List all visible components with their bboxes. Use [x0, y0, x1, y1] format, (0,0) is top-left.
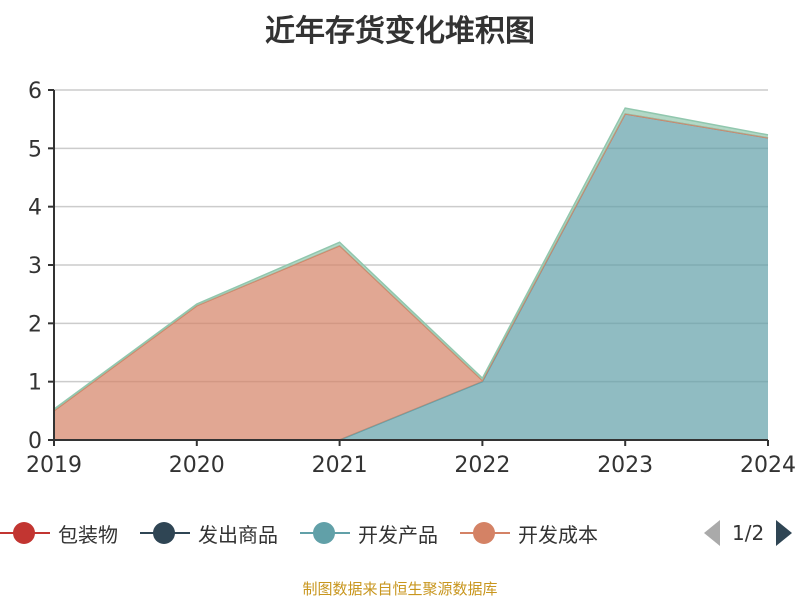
x-tick-label: 2022: [454, 453, 510, 478]
y-tick-label: 5: [28, 137, 42, 162]
legend-page-number: 1/2: [732, 521, 765, 545]
legend-pager: 1/2: [702, 518, 794, 548]
series-line-4: [53, 107, 769, 410]
legend-item[interactable]: 包装物: [0, 519, 118, 548]
legend-symbol-icon: [0, 521, 50, 545]
next-page-icon[interactable]: [774, 518, 794, 548]
chart-title: 近年存货变化堆积图: [265, 14, 535, 49]
x-tick-label: 2019: [26, 453, 82, 478]
x-tick-label: 2023: [597, 453, 653, 478]
x-tick-label: 2020: [169, 453, 225, 478]
legend: 包装物 发出商品 开发产品 开发成本: [0, 518, 620, 548]
y-tick-label: 3: [28, 254, 42, 279]
legend-item[interactable]: 发出商品: [140, 519, 278, 548]
data-source-footer: 制图数据来自恒生聚源数据库: [302, 580, 498, 598]
y-tick-label: 4: [28, 196, 42, 221]
prev-page-icon[interactable]: [702, 518, 722, 548]
x-tick-label: 2024: [740, 453, 796, 478]
legend-item[interactable]: 开发成本: [460, 519, 598, 548]
legend-symbol-icon: [460, 521, 510, 545]
legend-item[interactable]: 开发产品: [300, 519, 438, 548]
legend-label: 包装物: [58, 522, 118, 547]
legend-label: 发出商品: [198, 522, 278, 547]
y-tick-label: 2: [28, 312, 42, 337]
y-tick-label: 1: [28, 371, 42, 396]
area-series-2: [54, 113, 768, 441]
x-tick-label: 2021: [312, 453, 368, 478]
y-tick-label: 0: [28, 429, 42, 454]
legend-symbol-icon: [140, 521, 190, 545]
y-tick-label: 6: [28, 79, 42, 104]
legend-symbol-icon: [300, 521, 350, 545]
area-series-3: [54, 113, 768, 441]
legend-label: 开发成本: [518, 522, 598, 547]
legend-label: 开发产品: [358, 522, 438, 547]
